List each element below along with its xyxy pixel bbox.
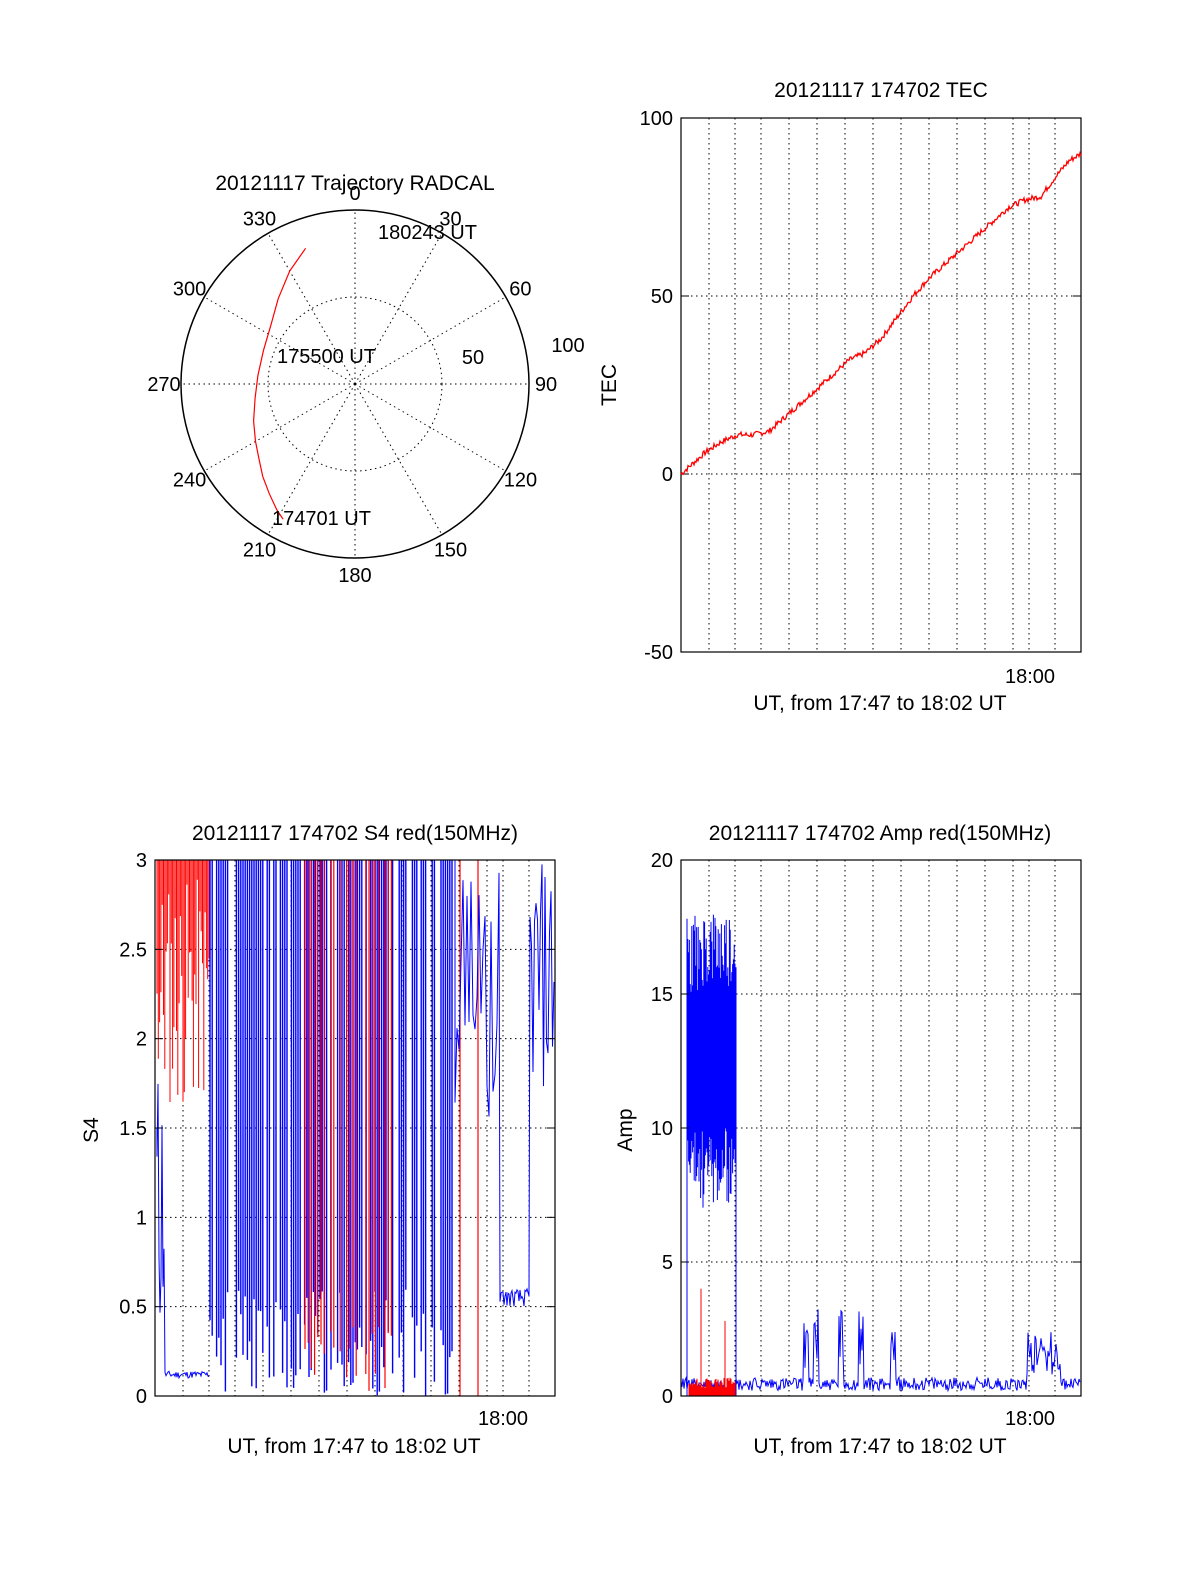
- polar-inner-circle: [267, 296, 443, 472]
- s4-y-tick-1.5: 1.5: [119, 1118, 147, 1140]
- s4-x-axis-label: UT, from 17:47 to 18:02 UT: [227, 1435, 480, 1458]
- s4-y-tick-3: 3: [136, 850, 147, 872]
- amp-y-ticks: 0 5 10 15 20: [651, 850, 1081, 1408]
- tec-y-tick-50: 50: [651, 286, 673, 308]
- amp-panel: 20121117 174702 Amp red(150MHz) 0 5 10 15 20…: [614, 822, 1082, 1458]
- tec-panel: 20121117 174702 TEC -50 0 50 100 18:00 UT, …: [598, 79, 1082, 715]
- tec-y-tick--50: -50: [644, 642, 673, 664]
- tec-y-tick-0: 0: [662, 464, 673, 486]
- s4-red-spikes-left: [156, 860, 210, 1103]
- polar-spoke-30: [354, 233, 443, 385]
- tec-x-axis-label: UT, from 17:47 to 18:02 UT: [753, 692, 1006, 715]
- s4-blue-right-segment: [454, 860, 555, 1307]
- annotation-mid-time: 175500 UT: [277, 346, 376, 368]
- amp-y-axis-label: Amp: [614, 1108, 637, 1151]
- s4-panel: 20121117 174702 S4 red(150MHz) 0 0.5 1 1.5 2…: [80, 822, 556, 1458]
- polar-spoke-300: [204, 296, 356, 385]
- polar-angle-label-60: 60: [509, 279, 531, 301]
- s4-series: [156, 860, 555, 1396]
- tec-plot-frame: [680, 117, 1082, 653]
- polar-angle-label-240: 240: [173, 470, 206, 492]
- polar-angle-label-210: 210: [243, 539, 276, 561]
- s4-y-tick-2.5: 2.5: [119, 939, 147, 961]
- polar-angle-label-270: 270: [147, 374, 180, 396]
- tec-x-tick-18-00: 18:00: [1005, 666, 1055, 688]
- amp-x-axis-label: UT, from 17:47 to 18:02 UT: [753, 1435, 1006, 1458]
- s4-blue-low-segment: [156, 1083, 210, 1380]
- polar-trajectory-panel: 20121117 Trajectory RADCAL 0 30 60 90 120 150…: [147, 172, 584, 587]
- amp-blue-block: [686, 914, 737, 1396]
- tec-title: 20121117 174702 TEC: [774, 79, 988, 102]
- polar-angle-label-0: 0: [349, 183, 360, 205]
- polar-radial-labels: 50 100: [462, 335, 585, 369]
- s4-red-spikes-middle: [304, 860, 479, 1396]
- polar-radial-label-50: 50: [462, 347, 484, 369]
- polar-spoke-60: [354, 296, 506, 385]
- polar-outer-circle: [180, 209, 530, 559]
- polar-angle-label-150: 150: [434, 539, 467, 561]
- s4-y-ticks: 0 0.5 1 1.5 2 2.5 3: [119, 850, 555, 1408]
- amp-y-tick-0: 0: [662, 1386, 673, 1408]
- s4-y-tick-0: 0: [136, 1386, 147, 1408]
- amp-series: [680, 914, 1081, 1396]
- tec-series-line: [680, 150, 1082, 476]
- polar-spoke-150: [354, 383, 443, 535]
- polar-spoke-330: [267, 233, 356, 385]
- amp-grid: [681, 860, 1081, 1396]
- amp-red-low-band: [688, 1288, 736, 1396]
- polar-angle-label-300: 300: [173, 279, 206, 301]
- s4-y-axis-label: S4: [80, 1117, 103, 1143]
- polar-angle-labels: 0 30 60 90 120 150 180 210 240 270 300 330: [147, 183, 557, 587]
- polar-spoke-210: [267, 383, 356, 535]
- polar-radial-label-100: 100: [551, 335, 584, 357]
- s4-x-tick-18-00: 18:00: [478, 1408, 528, 1430]
- amp-x-tick-18-00: 18:00: [1005, 1408, 1055, 1430]
- annotation-end-time: 180243 UT: [378, 222, 477, 244]
- polar-angle-label-120: 120: [504, 470, 537, 492]
- polar-angle-label-90: 90: [535, 374, 557, 396]
- s4-y-tick-1: 1: [136, 1207, 147, 1229]
- amp-y-tick-20: 20: [651, 850, 673, 872]
- polar-angle-label-330: 330: [243, 209, 276, 231]
- tec-y-ticks: -50 0 50 100: [640, 108, 1081, 664]
- trajectory-line: [252, 247, 307, 520]
- amp-title: 20121117 174702 Amp red(150MHz): [709, 822, 1051, 845]
- polar-spoke-120: [354, 383, 506, 472]
- s4-y-tick-0.5: 0.5: [119, 1297, 147, 1319]
- polar-title: 20121117 Trajectory RADCAL: [215, 172, 494, 195]
- polar-angle-label-180: 180: [338, 565, 371, 587]
- s4-title: 20121117 174702 S4 red(150MHz): [192, 822, 518, 845]
- amp-blue-noise: [680, 1309, 1081, 1393]
- tec-grid: [681, 118, 1081, 652]
- tec-y-tick-100: 100: [640, 108, 673, 130]
- s4-y-tick-2: 2: [136, 1029, 147, 1051]
- tec-y-axis-label: TEC: [598, 364, 621, 406]
- polar-angle-label-30: 30: [439, 209, 461, 231]
- amp-y-tick-10: 10: [651, 1118, 673, 1140]
- annotation-start-time: 174701 UT: [272, 508, 371, 530]
- amp-y-tick-15: 15: [651, 984, 673, 1006]
- polar-spoke-240: [204, 383, 356, 472]
- amp-y-tick-5: 5: [662, 1252, 673, 1274]
- polar-grid: [180, 209, 530, 559]
